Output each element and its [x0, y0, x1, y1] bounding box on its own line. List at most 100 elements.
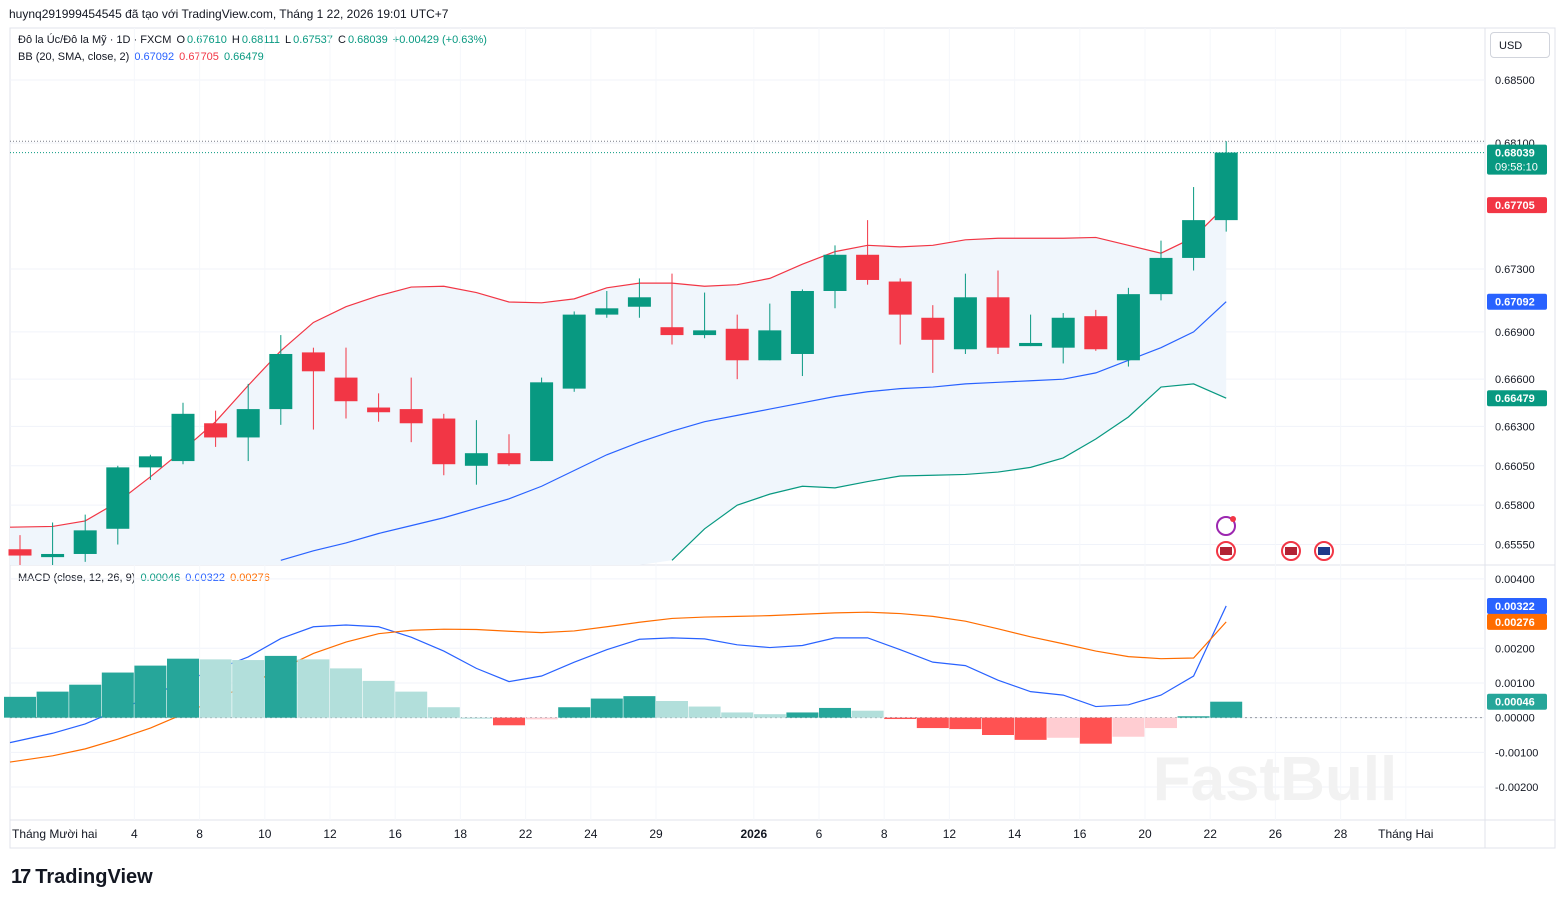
candle-body [693, 330, 717, 336]
candle-body [986, 297, 1010, 348]
price-label-text: 0.67705 [1495, 200, 1535, 212]
candle-body [301, 352, 325, 372]
candle-body [1019, 342, 1043, 347]
macd-signal-value: 0.00276 [230, 572, 270, 584]
price-label-box [1487, 293, 1547, 310]
price-tick-label: 0.66600 [1495, 374, 1535, 386]
macd-tick-label: 0.00200 [1495, 643, 1535, 655]
candle-body [660, 327, 684, 336]
candle-body [530, 382, 554, 462]
candle-body [1051, 317, 1075, 348]
macd-histogram-bar [851, 710, 884, 718]
time-tick-label: 14 [1008, 827, 1022, 841]
time-tick-label: 2026 [740, 827, 767, 841]
macd-histogram-bar [1047, 717, 1080, 738]
candle-body [41, 553, 65, 558]
price-tick-label: 0.66050 [1495, 461, 1535, 473]
candle-body [171, 413, 195, 462]
time-tick-label: 22 [519, 827, 533, 841]
currency-button[interactable]: USD [1490, 32, 1550, 58]
candle-body [334, 377, 358, 402]
time-tick-label: 12 [943, 827, 957, 841]
macd-histogram-bar [395, 691, 428, 718]
candle-body [1214, 152, 1238, 221]
event-lightning-icon [1216, 516, 1236, 536]
macd-histogram-bar [1145, 717, 1177, 729]
change-value: +0.00429 (+0.63%) [392, 34, 487, 46]
macd-line-value: 0.00322 [185, 572, 226, 584]
flag-fill-icon [1285, 547, 1297, 555]
symbol-legend: Đô la Úc/Đô la Mỹ · 1D · FXCM O 0.67610 H… [18, 34, 489, 46]
close-value: 0.68039 [347, 34, 388, 46]
tradingview-mark: 17 [11, 866, 31, 888]
macd-tick-label: 0.00100 [1495, 678, 1535, 690]
macd-label-box [1487, 597, 1547, 614]
event-dot-icon [1230, 516, 1236, 522]
high-value: 0.68111 [241, 34, 280, 46]
bb-legend: BB (20, SMA, close, 2) 0.67092 0.67705 0… [18, 51, 266, 63]
price-label-text: 0.68039 [1495, 148, 1535, 160]
macd-legend-label[interactable]: MACD (close, 12, 26, 9) [18, 572, 136, 584]
candle-body [758, 330, 782, 361]
macd-histogram-bar [330, 668, 362, 718]
symbol-name[interactable]: Đô la Úc/Đô la Mỹ · 1D · FXCM [18, 34, 172, 46]
candle-body [138, 456, 162, 468]
bb-upper-value: 0.67705 [179, 51, 219, 63]
price-tick-label: 0.66300 [1495, 421, 1535, 433]
macd-histogram-bar [1112, 717, 1145, 737]
macd-tick-label: -0.00200 [1495, 782, 1538, 794]
bb-upper-line [9, 204, 1227, 528]
candle-body [236, 409, 260, 438]
macd-histogram-bar [558, 707, 591, 718]
candle-body [1084, 316, 1108, 350]
candle-body [367, 407, 391, 413]
candle-body [888, 281, 912, 315]
time-tick-label: 26 [1269, 827, 1283, 841]
macd-label-text: 0.00046 [1495, 697, 1535, 709]
macd-histogram-bar [493, 717, 525, 726]
close-label: C [337, 34, 346, 46]
candle-body [497, 453, 521, 465]
candle-body [790, 290, 814, 354]
high-label: H [231, 34, 240, 46]
candle-body [1182, 220, 1206, 258]
candle-body [1149, 257, 1173, 295]
macd-histogram-bar [884, 717, 917, 720]
time-tick-label: Tháng Hai [1378, 827, 1433, 841]
price-label-box [1487, 144, 1547, 175]
macd-histogram-bar [916, 717, 949, 729]
price-tick-label: 0.67300 [1495, 264, 1535, 276]
macd-tick-label: 0.00000 [1495, 713, 1535, 725]
bb-basis-value: 0.67092 [134, 51, 175, 63]
bb-legend-label[interactable]: BB (20, SMA, close, 2) [18, 51, 130, 63]
macd-label-text: 0.00322 [1495, 601, 1535, 613]
macd-histogram-bar [721, 712, 754, 718]
candle-body [953, 297, 977, 350]
macd-histogram-bar [232, 660, 265, 718]
time-tick-label: 8 [196, 827, 203, 841]
price-tick-label: 0.65800 [1495, 500, 1535, 512]
open-value: 0.67610 [187, 34, 227, 46]
export-header: huynq291999454545 đã tạo với TradingView… [9, 7, 449, 21]
time-tick-label: 10 [258, 827, 272, 841]
candle-body [856, 254, 880, 280]
macd-histogram-bar [4, 696, 36, 718]
candle-body [627, 297, 651, 307]
macd-histogram-bar [264, 655, 297, 718]
tradingview-logo[interactable]: 17 TradingView [11, 866, 153, 889]
macd-histogram-bar [1210, 701, 1243, 718]
macd-histogram-bar [460, 717, 493, 719]
macd-histogram-bar [623, 696, 656, 718]
macd-histogram-bar [590, 698, 623, 718]
candle-body [725, 328, 749, 361]
time-tick-label: 12 [323, 827, 337, 841]
macd-histogram-bar [819, 707, 851, 718]
price-label-box [1487, 390, 1547, 407]
candle-body [73, 530, 97, 554]
macd-histogram-bar [688, 706, 721, 718]
candle-body [595, 308, 619, 315]
macd-legend: MACD (close, 12, 26, 9) 0.00046 0.00322 … [18, 572, 272, 584]
time-tick-label: 16 [389, 827, 403, 841]
time-tick-label: 8 [881, 827, 888, 841]
